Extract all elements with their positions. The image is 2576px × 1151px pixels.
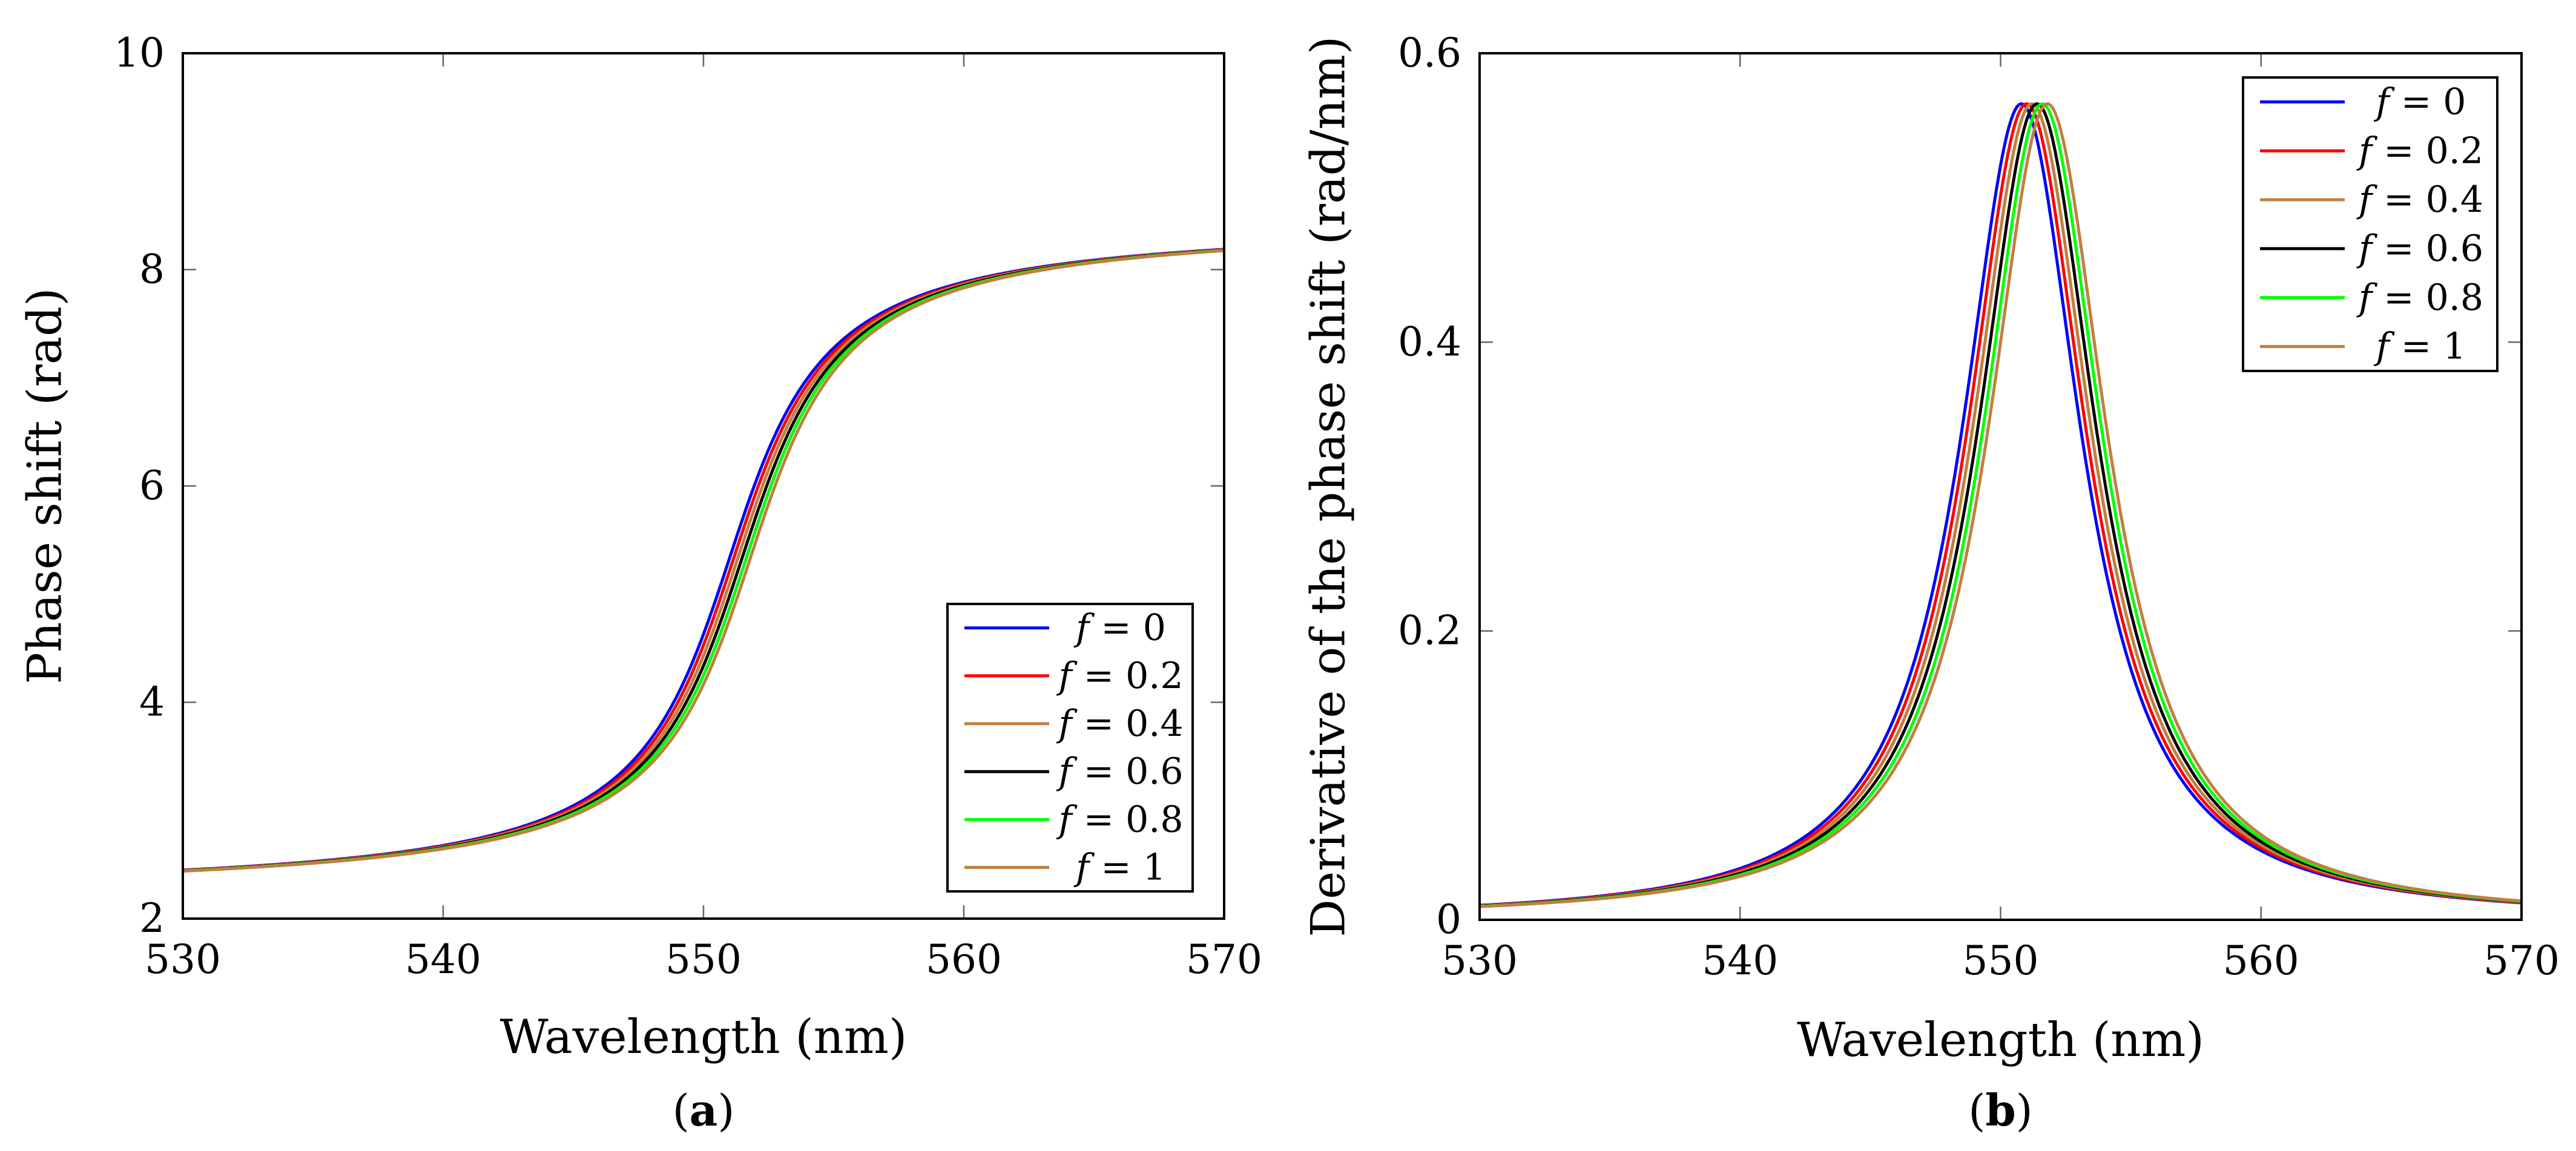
panel-b-caption: (b) xyxy=(1968,1084,2033,1136)
panel-b-caption-letter: b xyxy=(1985,1084,2015,1136)
x-tick-label: 550 xyxy=(1963,937,2039,984)
legend-entry-0: f = 0 xyxy=(2374,80,2466,123)
x-tick-label: 530 xyxy=(145,936,221,983)
legend-box xyxy=(946,603,1194,893)
legend-entry-4: f = 0.8 xyxy=(1056,798,1183,841)
x-tick-label: 570 xyxy=(1186,936,1262,983)
legend-box xyxy=(2242,76,2499,372)
legend-f-symbol: f xyxy=(2374,326,2401,368)
legend-value: = 0.4 xyxy=(1084,703,1184,745)
legend-value: = 0.2 xyxy=(1084,655,1184,697)
panel-b-y-axis-label: Derivative of the phase shift (rad/nm) xyxy=(1302,36,1356,937)
legend-f-symbol: f xyxy=(1056,655,1083,697)
panel-a-x-axis-label: Wavelength (nm) xyxy=(500,1010,908,1064)
panel-a-curves xyxy=(182,248,1225,873)
x-tick-label: 540 xyxy=(1702,937,1778,984)
legend-f-symbol: f xyxy=(2356,228,2383,270)
panel-b-x-tick-labels: 530 540 550 560 570 xyxy=(1441,937,2560,984)
legend-f-symbol: f xyxy=(1056,703,1083,745)
legend-entry-4: f = 0.8 xyxy=(2356,277,2483,319)
legend-value: = 0 xyxy=(1101,607,1166,649)
panel-a-caption: (a) xyxy=(673,1084,735,1136)
x-tick-label: 560 xyxy=(2223,937,2299,984)
panel-a-y-axis-label: Phase shift (rad) xyxy=(18,287,73,684)
legend-entry-5: f = 1 xyxy=(2374,326,2466,368)
panel-a-y-tick-labels: 2 4 6 8 10 xyxy=(114,30,165,942)
panel-a-caption-close: ) xyxy=(717,1085,734,1136)
x-tick-label: 570 xyxy=(2483,937,2560,984)
panel-a: 530 540 550 560 570 2 4 6 8 10 Wavelength (nm) P… xyxy=(18,30,1262,1136)
panel-b-curves xyxy=(1479,102,2522,908)
legend-f-symbol: f xyxy=(1056,750,1083,793)
x-tick-label: 540 xyxy=(405,936,481,983)
y-tick-label: 8 xyxy=(139,246,165,293)
legend-f-symbol: f xyxy=(1056,798,1083,841)
panel-a-caption-open: ( xyxy=(673,1085,690,1136)
panel-b-plot-frame xyxy=(1478,52,2523,921)
y-tick-label: 6 xyxy=(139,462,165,509)
y-tick-label: 10 xyxy=(114,30,165,76)
panel-b-y-tick-labels: 0 0.2 0.4 0.6 xyxy=(1398,30,1461,943)
legend-f-symbol: f xyxy=(2356,179,2383,221)
legend-value: = 0.6 xyxy=(2383,228,2483,270)
legend-entry-2: f = 0.4 xyxy=(2356,179,2483,221)
panel-b-caption-close: ) xyxy=(2016,1085,2033,1136)
series-line-5 xyxy=(1479,102,2522,908)
legend-entry-1: f = 0.2 xyxy=(1056,655,1183,697)
legend-value: = 0.8 xyxy=(1084,798,1184,841)
legend-value: = 1 xyxy=(2401,326,2466,368)
legend-entry-1: f = 0.2 xyxy=(2356,130,2483,172)
series-line-5 xyxy=(182,249,1225,873)
x-tick-label: 530 xyxy=(1441,937,1518,984)
panel-a-x-tick-labels: 530 540 550 560 570 xyxy=(145,936,1262,983)
y-tick-label: 2 xyxy=(139,895,165,942)
legend-entry-3: f = 0.6 xyxy=(2356,228,2483,270)
panel-b-legend: f = 0f = 0.2f = 0.4f = 0.6f = 0.8f = 1 xyxy=(2242,76,2499,372)
panel-b-caption-open: ( xyxy=(1968,1085,1985,1136)
legend-entry-5: f = 1 xyxy=(1073,846,1166,888)
legend-entry-0: f = 0 xyxy=(1073,607,1166,649)
panel-a-legend: f = 0f = 0.2f = 0.4f = 0.6f = 0.8f = 1 xyxy=(946,603,1194,893)
x-tick-label: 550 xyxy=(665,936,742,983)
panel-b: 530 540 550 560 570 0 0.2 0.4 0.6 Wavelength (n… xyxy=(1302,30,2560,1136)
x-tick-label: 560 xyxy=(926,936,1002,983)
panel-b-x-axis-label: Wavelength (nm) xyxy=(1797,1013,2204,1067)
legend-entry-3: f = 0.6 xyxy=(1056,750,1183,793)
legend-f-symbol: f xyxy=(1073,607,1101,649)
legend-f-symbol: f xyxy=(2374,80,2401,123)
legend-entry-2: f = 0.4 xyxy=(1056,703,1183,745)
y-tick-label: 0.2 xyxy=(1398,608,1461,654)
legend-value: = 0.6 xyxy=(1084,750,1184,793)
legend-value: = 0.4 xyxy=(2383,179,2483,221)
legend-value: = 0 xyxy=(2401,80,2466,123)
y-tick-label: 0 xyxy=(1436,896,1461,943)
legend-f-symbol: f xyxy=(1073,846,1101,888)
panel-a-plot-frame xyxy=(182,52,1225,920)
panel-a-caption-letter: a xyxy=(690,1084,718,1136)
legend-value: = 0.2 xyxy=(2383,130,2483,172)
y-tick-label: 0.4 xyxy=(1398,318,1461,365)
y-tick-label: 0.6 xyxy=(1398,30,1461,76)
legend-f-symbol: f xyxy=(2356,277,2383,319)
legend-f-symbol: f xyxy=(2356,130,2383,172)
legend-value: = 1 xyxy=(1101,846,1166,888)
legend-value: = 0.8 xyxy=(2383,277,2483,319)
y-tick-label: 4 xyxy=(139,679,165,726)
